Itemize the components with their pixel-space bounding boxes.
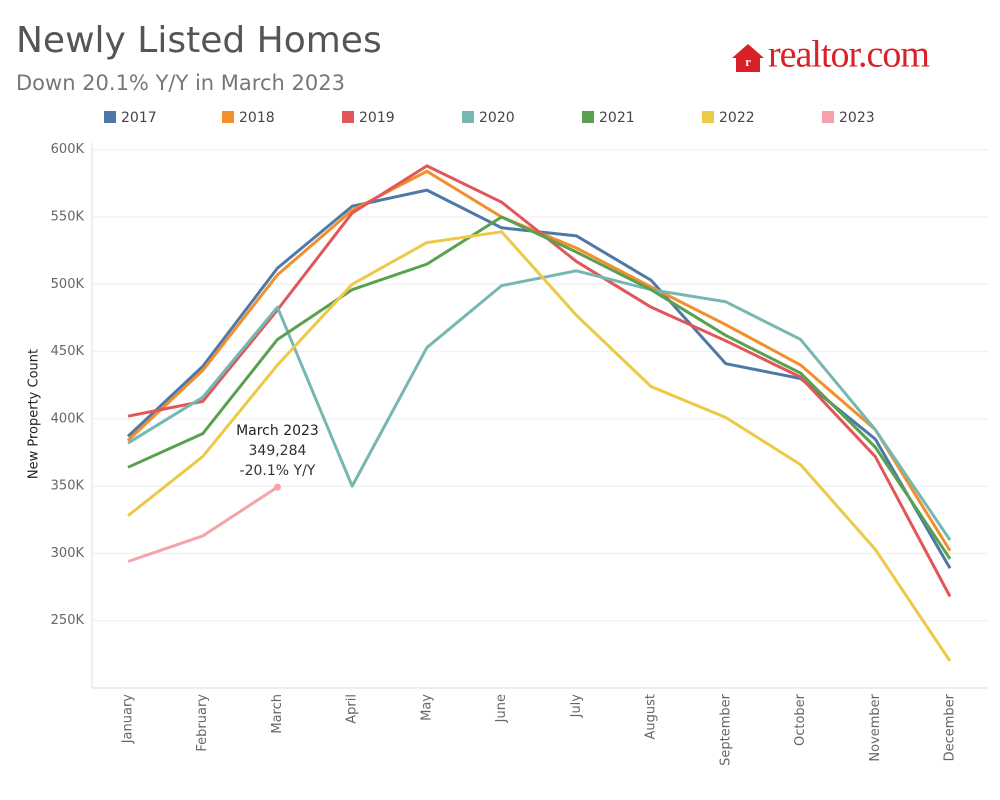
y-tick-label: 600K <box>51 142 85 157</box>
line <box>127 230 952 662</box>
legend-label: 2022 <box>719 110 755 126</box>
y-tick-label: 350K <box>51 479 85 494</box>
x-tick-label: October <box>793 693 808 746</box>
annotation: March 2023 <box>236 423 319 439</box>
x-tick-label: July <box>569 694 584 719</box>
logo: realtor.com <box>768 34 929 76</box>
legend-swatch <box>462 111 474 123</box>
y-tick-label: 250K <box>51 613 85 628</box>
x-tick-label: February <box>195 694 210 752</box>
chart-subtitle: Down 20.1% Y/Y in March 2023 <box>16 71 345 95</box>
x-tick-label: January <box>121 694 136 745</box>
y-tick-label: 550K <box>51 210 85 225</box>
legend-label: 2021 <box>599 110 635 126</box>
y-tick-label: 500K <box>51 277 85 292</box>
x-tick-label: November <box>868 693 883 761</box>
x-tick-label: May <box>419 694 434 721</box>
x-tick-label: April <box>345 694 360 724</box>
legend-swatch <box>582 111 594 123</box>
y-tick-label: 400K <box>51 411 85 426</box>
line <box>126 188 952 569</box>
line <box>127 485 279 563</box>
x-tick-label: December <box>943 693 958 761</box>
legend-label: 2018 <box>239 110 275 126</box>
legend-swatch <box>702 111 714 123</box>
logo-icon: r <box>732 44 764 72</box>
y-tick-label: 450K <box>51 344 85 359</box>
chart-title: Newly Listed Homes <box>16 20 382 61</box>
legend-swatch <box>222 111 234 123</box>
legend-swatch <box>104 111 116 123</box>
data-label: 349,284 <box>249 443 307 459</box>
x-tick-label: September <box>718 693 733 766</box>
legend-label: 2019 <box>359 110 395 126</box>
legend-swatch <box>342 111 354 123</box>
line <box>127 269 952 541</box>
legend-label: 2023 <box>839 110 875 126</box>
y-axis-label: New Property Count <box>27 349 42 479</box>
legend-swatch <box>822 111 834 123</box>
line <box>127 164 952 598</box>
legend-label: 2017 <box>121 110 157 126</box>
annotation: -20.1% Y/Y <box>240 463 316 479</box>
legend-label: 2020 <box>479 110 515 126</box>
svg-text:r: r <box>745 54 751 69</box>
x-tick-label: March <box>270 694 285 734</box>
point <box>273 483 281 491</box>
x-tick-label: August <box>644 694 659 740</box>
line <box>127 215 952 560</box>
y-tick-label: 300K <box>51 546 85 561</box>
x-tick-label: June <box>494 694 509 723</box>
